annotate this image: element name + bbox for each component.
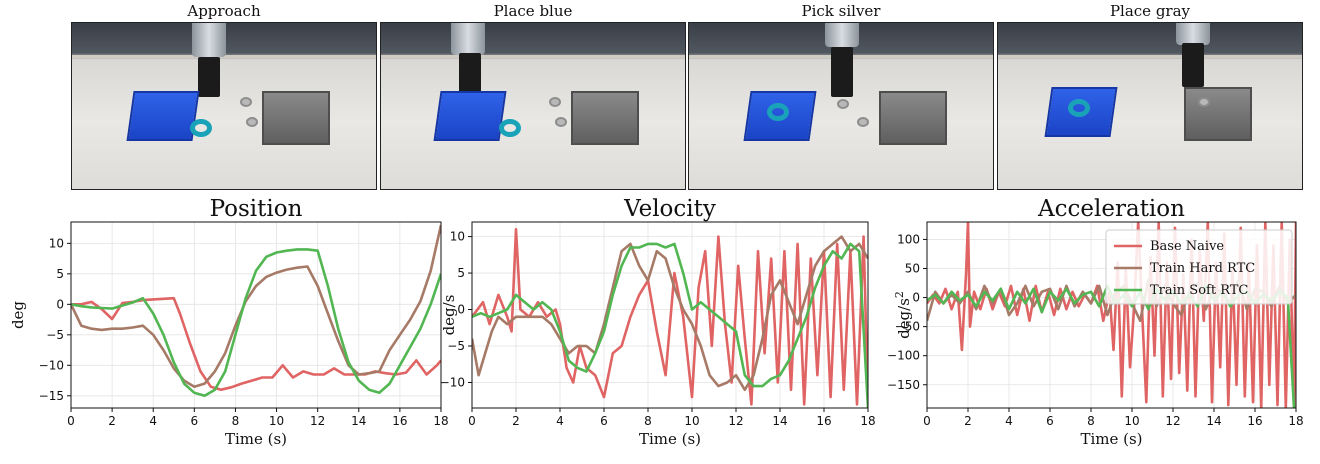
x-tick-label: 4 [556, 414, 564, 428]
y-tick-label: 5 [457, 266, 465, 280]
series-line-train_soft_rtc [472, 242, 868, 408]
x-tick-label: 18 [1288, 414, 1303, 428]
x-tick-label: 16 [1247, 414, 1262, 428]
x-tick-label: 14 [1206, 414, 1221, 428]
x-tick-label: 4 [1005, 414, 1013, 428]
x-axis-label: Time (s) [1080, 430, 1142, 448]
y-tick-label: 10 [49, 236, 64, 250]
series-line-base_naive [71, 296, 441, 391]
x-tick-label: 6 [600, 414, 608, 428]
legend-label-train_soft_rtc: Train Soft RTC [1150, 283, 1248, 298]
series-line-base_naive [927, 222, 1296, 408]
chart-title: Acceleration [1037, 196, 1185, 222]
y-tick-label: 5 [56, 267, 64, 281]
chart-acceleration: 0 2 4 6 8 10 12 14 16 18100500−50−100−150Accelera… [887, 196, 1304, 448]
x-tick-label: 10 [1124, 414, 1139, 428]
x-tick-label: 2 [512, 414, 520, 428]
frame-photo [380, 22, 686, 190]
y-tick-label: 0 [912, 291, 920, 305]
chart-title: Position [210, 196, 303, 222]
frame-photo [997, 22, 1303, 190]
y-tick-label: 100 [897, 232, 920, 246]
x-tick-label: 8 [232, 414, 240, 428]
frame-photo [688, 22, 994, 190]
y-tick-label: −50 [895, 320, 920, 334]
x-tick-label: 10 [269, 414, 284, 428]
y-tick-label: −5 [46, 328, 64, 342]
x-tick-label: 6 [191, 414, 199, 428]
frame-caption: Place blue [493, 2, 573, 20]
y-tick-label: −10 [39, 358, 64, 372]
chart-velocity: 0 2 4 6 8 10 12 14 16 18 10 5 0 −5 −10 Velocity Time (s)… [440, 196, 876, 448]
frame-caption: Pick silver [801, 2, 881, 20]
y-axis-label: deg/s2 [893, 291, 913, 339]
legend-label-base_naive: Base Naive [1150, 239, 1224, 254]
x-tick-label: 16 [392, 414, 407, 428]
y-tick-label: −150 [887, 378, 920, 392]
series-line-train_hard_rtc [472, 235, 868, 392]
frame-photo [71, 22, 377, 190]
series-line-train_soft_rtc [71, 248, 441, 398]
series-line-train_hard_rtc [71, 224, 441, 388]
plot-frame [70, 221, 442, 409]
plot-frame [471, 221, 869, 409]
chart-position: 0 2 4 6 8 10 12 14 16 18 10 5 0 −5 −10 −15 Position Time … [9, 196, 449, 448]
y-tick-label: 10 [450, 230, 465, 244]
x-tick-label: 16 [816, 414, 831, 428]
y-tick-label: −100 [887, 349, 920, 363]
x-tick-label: 0 [923, 414, 931, 428]
plot-frame [926, 221, 1297, 409]
x-tick-label: 12 [728, 414, 743, 428]
y-tick-label: 0 [56, 297, 64, 311]
y-tick-label: 0 [457, 303, 465, 317]
x-tick-label: 6 [1046, 414, 1054, 428]
x-axis-label: Time (s) [225, 430, 287, 448]
legend-box [1105, 229, 1293, 305]
x-tick-label: 4 [149, 414, 157, 428]
y-tick-label: −15 [39, 389, 64, 403]
x-axis-label: Time (s) [639, 430, 701, 448]
y-axis-label-exponent: 2 [893, 291, 906, 298]
x-tick-label: 0 [67, 414, 75, 428]
x-tick-label: 18 [433, 414, 448, 428]
frame-caption: Approach [187, 2, 261, 20]
x-tick-label: 2 [108, 414, 116, 428]
x-tick-label: 10 [684, 414, 699, 428]
x-tick-label: 18 [860, 414, 875, 428]
x-tick-label: 8 [644, 414, 652, 428]
x-tick-label: 0 [468, 414, 476, 428]
x-tick-label: 2 [964, 414, 972, 428]
y-axis-label: deg [9, 301, 27, 329]
y-axis-label: deg/s [440, 295, 458, 336]
x-tick-label: 14 [351, 414, 366, 428]
y-tick-label: −10 [440, 375, 465, 389]
y-tick-label: −5 [447, 339, 465, 353]
chart-title: Velocity [623, 196, 716, 222]
y-tick-label: 50 [905, 262, 920, 276]
x-tick-label: 14 [772, 414, 787, 428]
frame-caption: Place gray [1109, 2, 1191, 20]
x-tick-label: 12 [310, 414, 325, 428]
x-tick-label: 8 [1087, 414, 1095, 428]
legend-label-train_hard_rtc: Train Hard RTC [1150, 261, 1255, 276]
x-tick-label: 12 [1165, 414, 1180, 428]
